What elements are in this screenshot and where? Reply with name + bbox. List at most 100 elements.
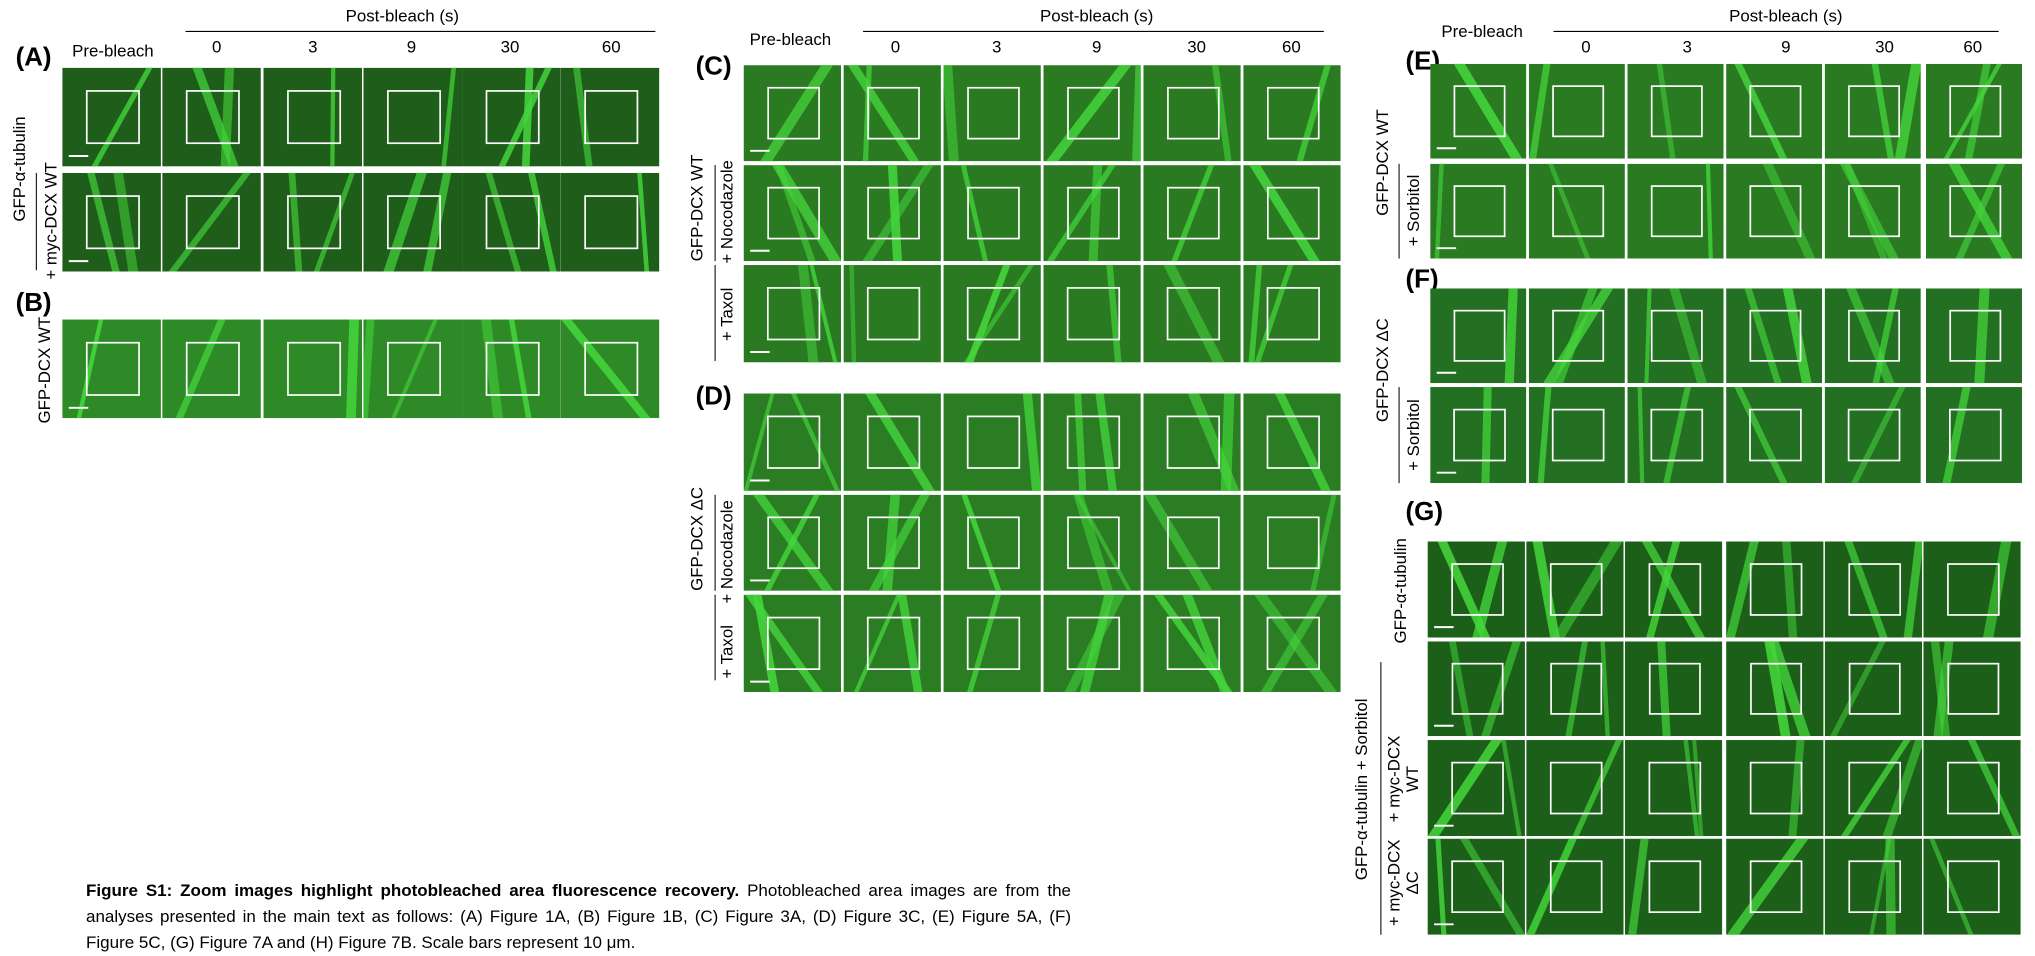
group-label: GFP-DCX WT — [688, 155, 707, 262]
image-tile — [1726, 381, 1822, 490]
image-tile — [1526, 635, 1623, 743]
image-tile — [162, 166, 261, 278]
image-tile — [1043, 159, 1140, 268]
tile-bg — [1926, 288, 2022, 383]
image-tile — [844, 488, 941, 597]
image-tile — [1428, 734, 1525, 843]
image-tile — [1825, 282, 1921, 390]
tile-bg — [1243, 394, 1340, 491]
image-tile — [1926, 381, 2022, 490]
image-tile — [744, 259, 841, 369]
image-tile — [1726, 57, 1822, 165]
image-tile — [1726, 635, 1823, 743]
image-tile — [1726, 535, 1823, 644]
image-tile — [744, 488, 841, 597]
image-tile — [462, 166, 561, 278]
tile-bg — [944, 265, 1041, 362]
tile-bg — [1625, 641, 1722, 736]
image-tile — [1627, 157, 1723, 265]
tile-bg — [62, 320, 161, 419]
panel-label: (B) — [16, 289, 52, 317]
filament — [1093, 159, 1098, 268]
tile-bg — [944, 65, 1041, 161]
image-tile — [1926, 57, 2022, 165]
tile-bg — [1529, 164, 1625, 259]
image-tile — [1428, 832, 1525, 935]
panel-label: (D) — [696, 382, 732, 410]
image-tile — [844, 259, 941, 369]
tile-bg — [1526, 839, 1623, 935]
tile-bg — [263, 68, 362, 167]
tile-bg — [162, 320, 261, 419]
image-tile — [1529, 57, 1625, 165]
post-bleach-label: Post-bleach (s) — [1729, 7, 1842, 26]
image-tile — [1627, 381, 1723, 490]
time-label: 9 — [407, 38, 416, 57]
image-tile — [1825, 57, 1921, 165]
image-tile — [1243, 588, 1340, 698]
image-tile — [263, 313, 362, 425]
image-tile — [1627, 57, 1723, 165]
filament — [225, 61, 230, 173]
time-label: 30 — [1187, 38, 1206, 57]
tile-bg — [1926, 387, 2022, 483]
image-tile — [744, 387, 841, 497]
image-tile — [944, 259, 1041, 369]
image-tile — [1825, 635, 1922, 743]
filament — [892, 159, 898, 268]
group-label: GFP-DCX WT — [35, 317, 54, 424]
image-tile — [62, 61, 161, 173]
image-tile — [1043, 59, 1140, 168]
time-label: 60 — [1963, 38, 1982, 57]
time-label: 3 — [992, 38, 1001, 57]
image-tile — [1625, 734, 1722, 843]
image-tile — [62, 166, 161, 278]
tile-bg — [1627, 64, 1723, 159]
image-tile — [561, 61, 660, 173]
group-label: GFP-α-tubulin + Sorbitol — [1352, 699, 1371, 881]
time-label: 0 — [212, 38, 221, 57]
pre-bleach-label: Pre-bleach — [72, 42, 154, 61]
image-tile — [844, 588, 941, 698]
image-tile — [263, 61, 362, 173]
time-label: 60 — [1282, 38, 1301, 57]
group-label: GFP-DCX ΔC — [1373, 318, 1392, 422]
row-label: + Taxol — [718, 288, 737, 342]
tile-bg — [944, 165, 1041, 261]
figure: Pre-bleach Post-bleach (s) 0 3 9 30 60 Pre-blea… — [0, 0, 2035, 935]
tile-bg — [1526, 740, 1623, 836]
filament — [1640, 381, 1643, 490]
image-tile — [561, 313, 660, 425]
tile-bg — [1243, 165, 1340, 261]
image-tile — [363, 61, 462, 173]
filament — [1890, 832, 1891, 935]
row-label: ΔC — [1403, 871, 1422, 894]
row-label: + Nocodazole — [718, 500, 737, 604]
image-tile — [944, 59, 1041, 168]
time-label: 0 — [891, 38, 900, 57]
image-tile — [944, 387, 1041, 497]
filament — [1485, 381, 1488, 490]
time-label: 9 — [1092, 38, 1101, 57]
image-tile — [1926, 157, 2022, 265]
image-tile — [944, 488, 1041, 597]
time-label: 0 — [1581, 38, 1590, 57]
post-bleach-label: Post-bleach (s) — [346, 7, 459, 26]
image-tile — [1043, 588, 1140, 698]
image-tile — [162, 61, 261, 173]
image-tile — [1143, 588, 1240, 698]
time-label: 60 — [602, 38, 621, 57]
time-label: 30 — [1875, 38, 1894, 57]
page: {"headers": [ {"pre": "Pre-bleach", "pos… — [0, 0, 2035, 935]
image-tile — [1143, 488, 1240, 597]
image-tile — [744, 59, 841, 168]
image-tile — [1430, 57, 1526, 165]
pre-bleach-label: Pre-bleach — [1441, 22, 1523, 41]
image-tile — [1526, 832, 1623, 935]
filament — [1979, 282, 1985, 390]
image-tile — [1043, 488, 1140, 597]
group-label: GFP-α-tubulin — [10, 116, 29, 221]
image-tile — [162, 313, 261, 425]
image-tile — [844, 159, 941, 268]
tile-bg — [844, 265, 941, 362]
